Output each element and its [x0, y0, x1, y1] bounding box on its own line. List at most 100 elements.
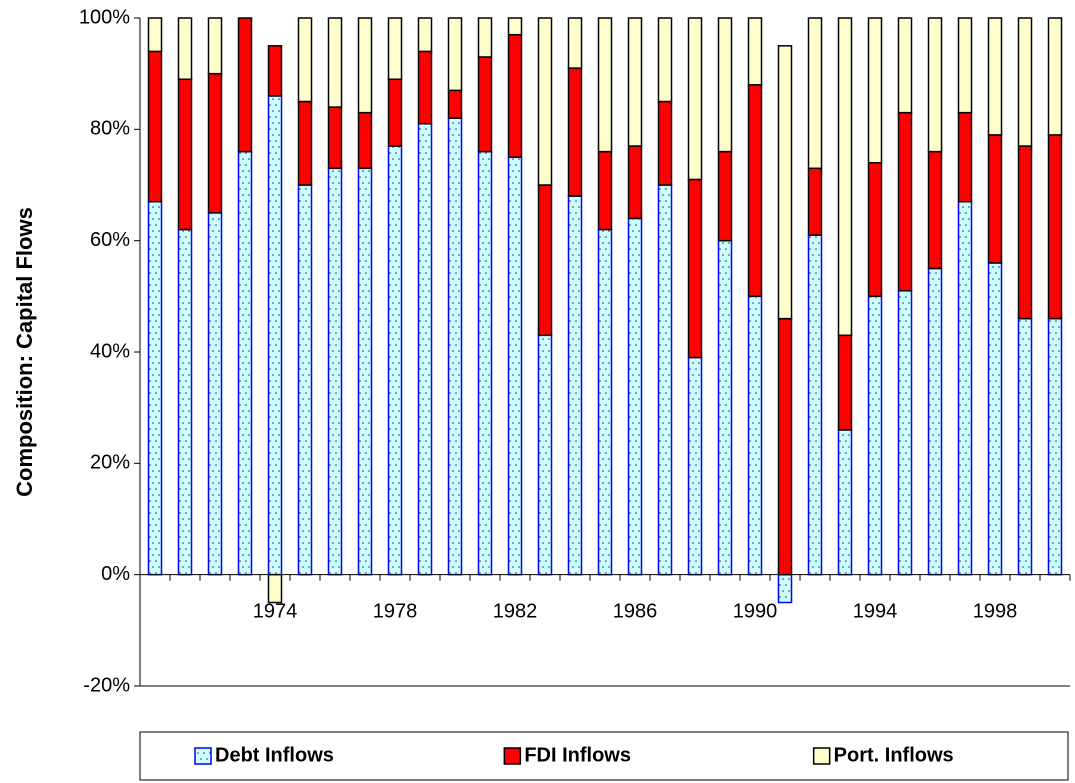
bar-segment [507, 17, 523, 36]
bar-segment [357, 111, 373, 170]
bar-segment [1047, 17, 1063, 136]
bar-segment [447, 89, 463, 119]
bar-segment [807, 167, 823, 236]
bar-segment [357, 167, 373, 576]
bar-segment [597, 228, 613, 576]
bar-segment [507, 156, 523, 576]
x-tick-label: 1986 [613, 600, 658, 622]
y-tick-label: 0% [101, 563, 130, 585]
y-tick-label: 100% [79, 6, 130, 28]
bar-segment [537, 17, 553, 186]
bar-segment [927, 17, 943, 153]
bar-segment [267, 573, 283, 604]
bar-segment [627, 217, 643, 576]
bar-segment [867, 295, 883, 576]
bar-segment [657, 17, 673, 103]
bar-segment [717, 17, 733, 153]
bar-segment [987, 134, 1003, 264]
bar-segment [657, 100, 673, 186]
bar-segment [987, 262, 1003, 576]
bar-segment [177, 17, 193, 80]
legend-box [139, 731, 1069, 781]
legend-pattern [195, 748, 211, 764]
bar-segment [777, 317, 793, 576]
y-tick-label: 40% [90, 340, 130, 362]
bar-segment [777, 45, 793, 320]
bar-segment [687, 178, 703, 359]
bar-segment [477, 150, 493, 576]
bar-segment [837, 429, 853, 576]
bar-segment [897, 290, 913, 576]
bar-segment [927, 150, 943, 270]
y-axis-label: Composition: Capital Flows [12, 207, 37, 497]
x-tick-label: 1994 [853, 600, 898, 622]
bar-segment [297, 100, 313, 186]
legend-swatch [503, 747, 522, 765]
bar-segment [387, 17, 403, 80]
bar-segment [477, 56, 493, 153]
bar-segment [1017, 17, 1033, 147]
bar-segment [927, 267, 943, 576]
bar-segment [537, 334, 553, 576]
bar-segment [147, 200, 163, 576]
bar-segment [1047, 317, 1063, 576]
bar-segment [807, 17, 823, 170]
bar-segment [417, 17, 433, 53]
bar-segment [567, 67, 583, 197]
bar-segment [417, 50, 433, 125]
legend-swatch [812, 747, 831, 765]
bar-segment [207, 212, 223, 576]
y-tick-label: 80% [90, 118, 130, 140]
bar-segment [267, 45, 283, 97]
bar-segment [447, 17, 463, 92]
y-tick-label: 60% [90, 229, 130, 251]
bar-segment [387, 78, 403, 147]
bar-segment [297, 17, 313, 103]
x-tick-label: 1974 [253, 600, 298, 622]
bar-segment [747, 17, 763, 86]
legend-label: Port. Inflows [834, 744, 954, 766]
bar-segment [987, 17, 1003, 136]
bar-segment [957, 200, 973, 576]
bar-segment [327, 106, 343, 170]
bar-segment [747, 295, 763, 576]
bar-segment [567, 17, 583, 69]
bar-segment [897, 111, 913, 292]
bar-segment [447, 117, 463, 576]
bar-segment [237, 150, 253, 576]
bar-segment [867, 17, 883, 164]
bar-segment [177, 228, 193, 576]
bar-segment [597, 17, 613, 153]
bar-segment [387, 145, 403, 576]
bar-segment [507, 33, 523, 158]
bar-segment [207, 17, 223, 75]
bar-segment [357, 17, 373, 114]
bar-segment [687, 356, 703, 576]
bar-segment [267, 95, 283, 576]
bar-segment [897, 17, 913, 114]
bar-segment [537, 184, 553, 337]
bar-segment [297, 184, 313, 576]
legend-label: Debt Inflows [215, 744, 334, 766]
bar-segment [147, 50, 163, 203]
bar-segment [837, 17, 853, 337]
x-tick-label: 1982 [493, 600, 538, 622]
bar-segment [1017, 317, 1033, 576]
bar-segment [567, 195, 583, 576]
x-tick-label: 1998 [973, 600, 1018, 622]
bar-segment [867, 161, 883, 298]
bar-segment [747, 84, 763, 298]
bar-segment [957, 17, 973, 114]
y-tick-label: 20% [90, 452, 130, 474]
bar-segment [207, 72, 223, 214]
bar-segment [687, 17, 703, 181]
bar-segment [807, 234, 823, 576]
bar-segment [957, 111, 973, 203]
bar-segment [627, 17, 643, 147]
bar-segment [177, 78, 193, 231]
bar-segment [627, 145, 643, 220]
x-tick-label: 1978 [373, 600, 418, 622]
bar-segment [327, 167, 343, 576]
bar-segment [837, 334, 853, 431]
